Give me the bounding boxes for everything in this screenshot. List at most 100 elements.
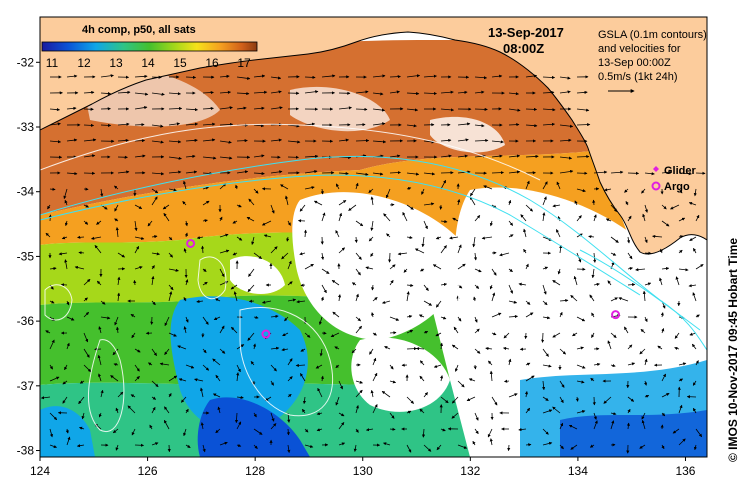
velocity-arrow [304, 186, 315, 190]
velocity-arrow [168, 170, 182, 174]
velocity-arrow [134, 220, 138, 232]
velocity-arrow [66, 342, 70, 350]
colorbar-gradient [41, 41, 258, 52]
velocity-arrow [627, 362, 636, 366]
velocity-arrow [96, 220, 102, 225]
velocity-arrow [406, 74, 421, 78]
velocity-arrow [481, 236, 493, 240]
velocity-arrow [406, 347, 418, 351]
velocity-arrow [98, 326, 102, 334]
velocity-arrow [320, 375, 324, 382]
velocity-arrow [185, 75, 197, 79]
velocity-arrow [58, 252, 68, 256]
velocity-arrow [317, 387, 323, 398]
velocity-arrow [83, 311, 89, 318]
colorbar-tick-label: 12 [77, 56, 91, 70]
colorbar-tick-label: 13 [109, 56, 123, 70]
velocity-arrow [508, 358, 512, 366]
velocity-arrow [194, 378, 204, 382]
velocity-arrow [355, 123, 366, 127]
velocity-arrow [78, 396, 85, 405]
velocity-arrow [338, 442, 346, 446]
velocity-arrow [49, 140, 62, 144]
velocity-arrow [62, 396, 68, 404]
velocity-arrow [370, 252, 374, 257]
velocity-arrow [576, 90, 588, 95]
velocity-arrow [626, 236, 631, 244]
velocity-arrow [248, 268, 255, 277]
velocity-arrow [321, 268, 330, 274]
velocity-arrow [661, 266, 670, 271]
velocity-arrow [488, 360, 493, 366]
velocity-arrow [338, 412, 345, 417]
velocity-arrow [284, 316, 289, 322]
velocity-arrow [287, 298, 297, 302]
velocity-arrow [83, 220, 89, 225]
velocity-arrow [389, 203, 395, 207]
velocity-arrow [219, 325, 225, 334]
velocity-arrow [474, 90, 485, 94]
velocity-arrow [678, 217, 686, 222]
velocity-arrow [301, 408, 306, 414]
velocity-arrow [688, 201, 697, 206]
date-label: 13-Sep-2017 [488, 25, 564, 40]
velocity-arrow [151, 406, 156, 414]
velocity-arrow [406, 204, 414, 210]
velocity-arrow [457, 263, 466, 270]
velocity-arrow [316, 428, 323, 432]
argo-floats [186, 238, 621, 339]
velocity-arrow [389, 412, 395, 419]
velocity-arrow [542, 284, 547, 295]
velocity-arrow [542, 380, 546, 391]
velocity-arrow [435, 300, 442, 308]
legend: Glider Argo [651, 165, 697, 193]
velocity-arrow [287, 444, 291, 454]
velocity-arrow [248, 198, 255, 206]
velocity-arrow [163, 419, 170, 430]
velocity-arrow [591, 312, 595, 318]
velocity-arrow [423, 300, 433, 306]
velocity-arrow [420, 268, 425, 272]
velocity-arrow [253, 444, 258, 449]
velocity-arrow [643, 380, 648, 386]
velocity-arrow [439, 375, 444, 382]
velocity-arrow [151, 275, 155, 286]
velocity-arrow [423, 91, 438, 96]
velocity-arrow [593, 170, 608, 174]
velocity-arrow [134, 245, 140, 254]
velocity-arrow [491, 154, 503, 158]
velocity-arrow [559, 422, 564, 430]
velocity-arrow [576, 364, 586, 369]
velocity-arrow [49, 339, 55, 350]
velocity-arrow [372, 297, 378, 302]
velocity-arrow [489, 438, 493, 446]
velocity-arrow [406, 235, 413, 240]
velocity-arrow [542, 428, 549, 435]
velocity-arrow [693, 247, 697, 254]
velocity-arrow [117, 292, 121, 302]
x-tick-label: 124 [30, 464, 50, 478]
velocity-arrow [559, 311, 563, 318]
velocity-arrow [491, 140, 504, 144]
velocity-arrow [355, 380, 364, 384]
velocity-arrow [110, 375, 119, 382]
velocity-arrow [117, 391, 124, 398]
velocity-arrow [253, 252, 263, 260]
gsla-note-line3: 13-Sep 00:00Z [598, 57, 671, 69]
velocity-arrows [40, 74, 706, 454]
velocity-arrow [542, 90, 555, 95]
velocity-arrow [474, 284, 480, 289]
velocity-arrow [335, 230, 340, 238]
velocity-arrow [300, 283, 306, 287]
velocity-arrow [457, 122, 471, 126]
velocity-arrow [338, 212, 343, 222]
velocity-arrow [457, 90, 468, 94]
velocity-arrow [610, 236, 619, 243]
velocity-arrow [287, 260, 292, 270]
glider-marker-icon [653, 166, 659, 172]
velocity-arrow [113, 363, 119, 367]
velocity-arrow [304, 444, 314, 448]
velocity-arrow [338, 138, 350, 142]
velocity-arrow [168, 188, 177, 192]
velocity-arrow [452, 217, 459, 222]
